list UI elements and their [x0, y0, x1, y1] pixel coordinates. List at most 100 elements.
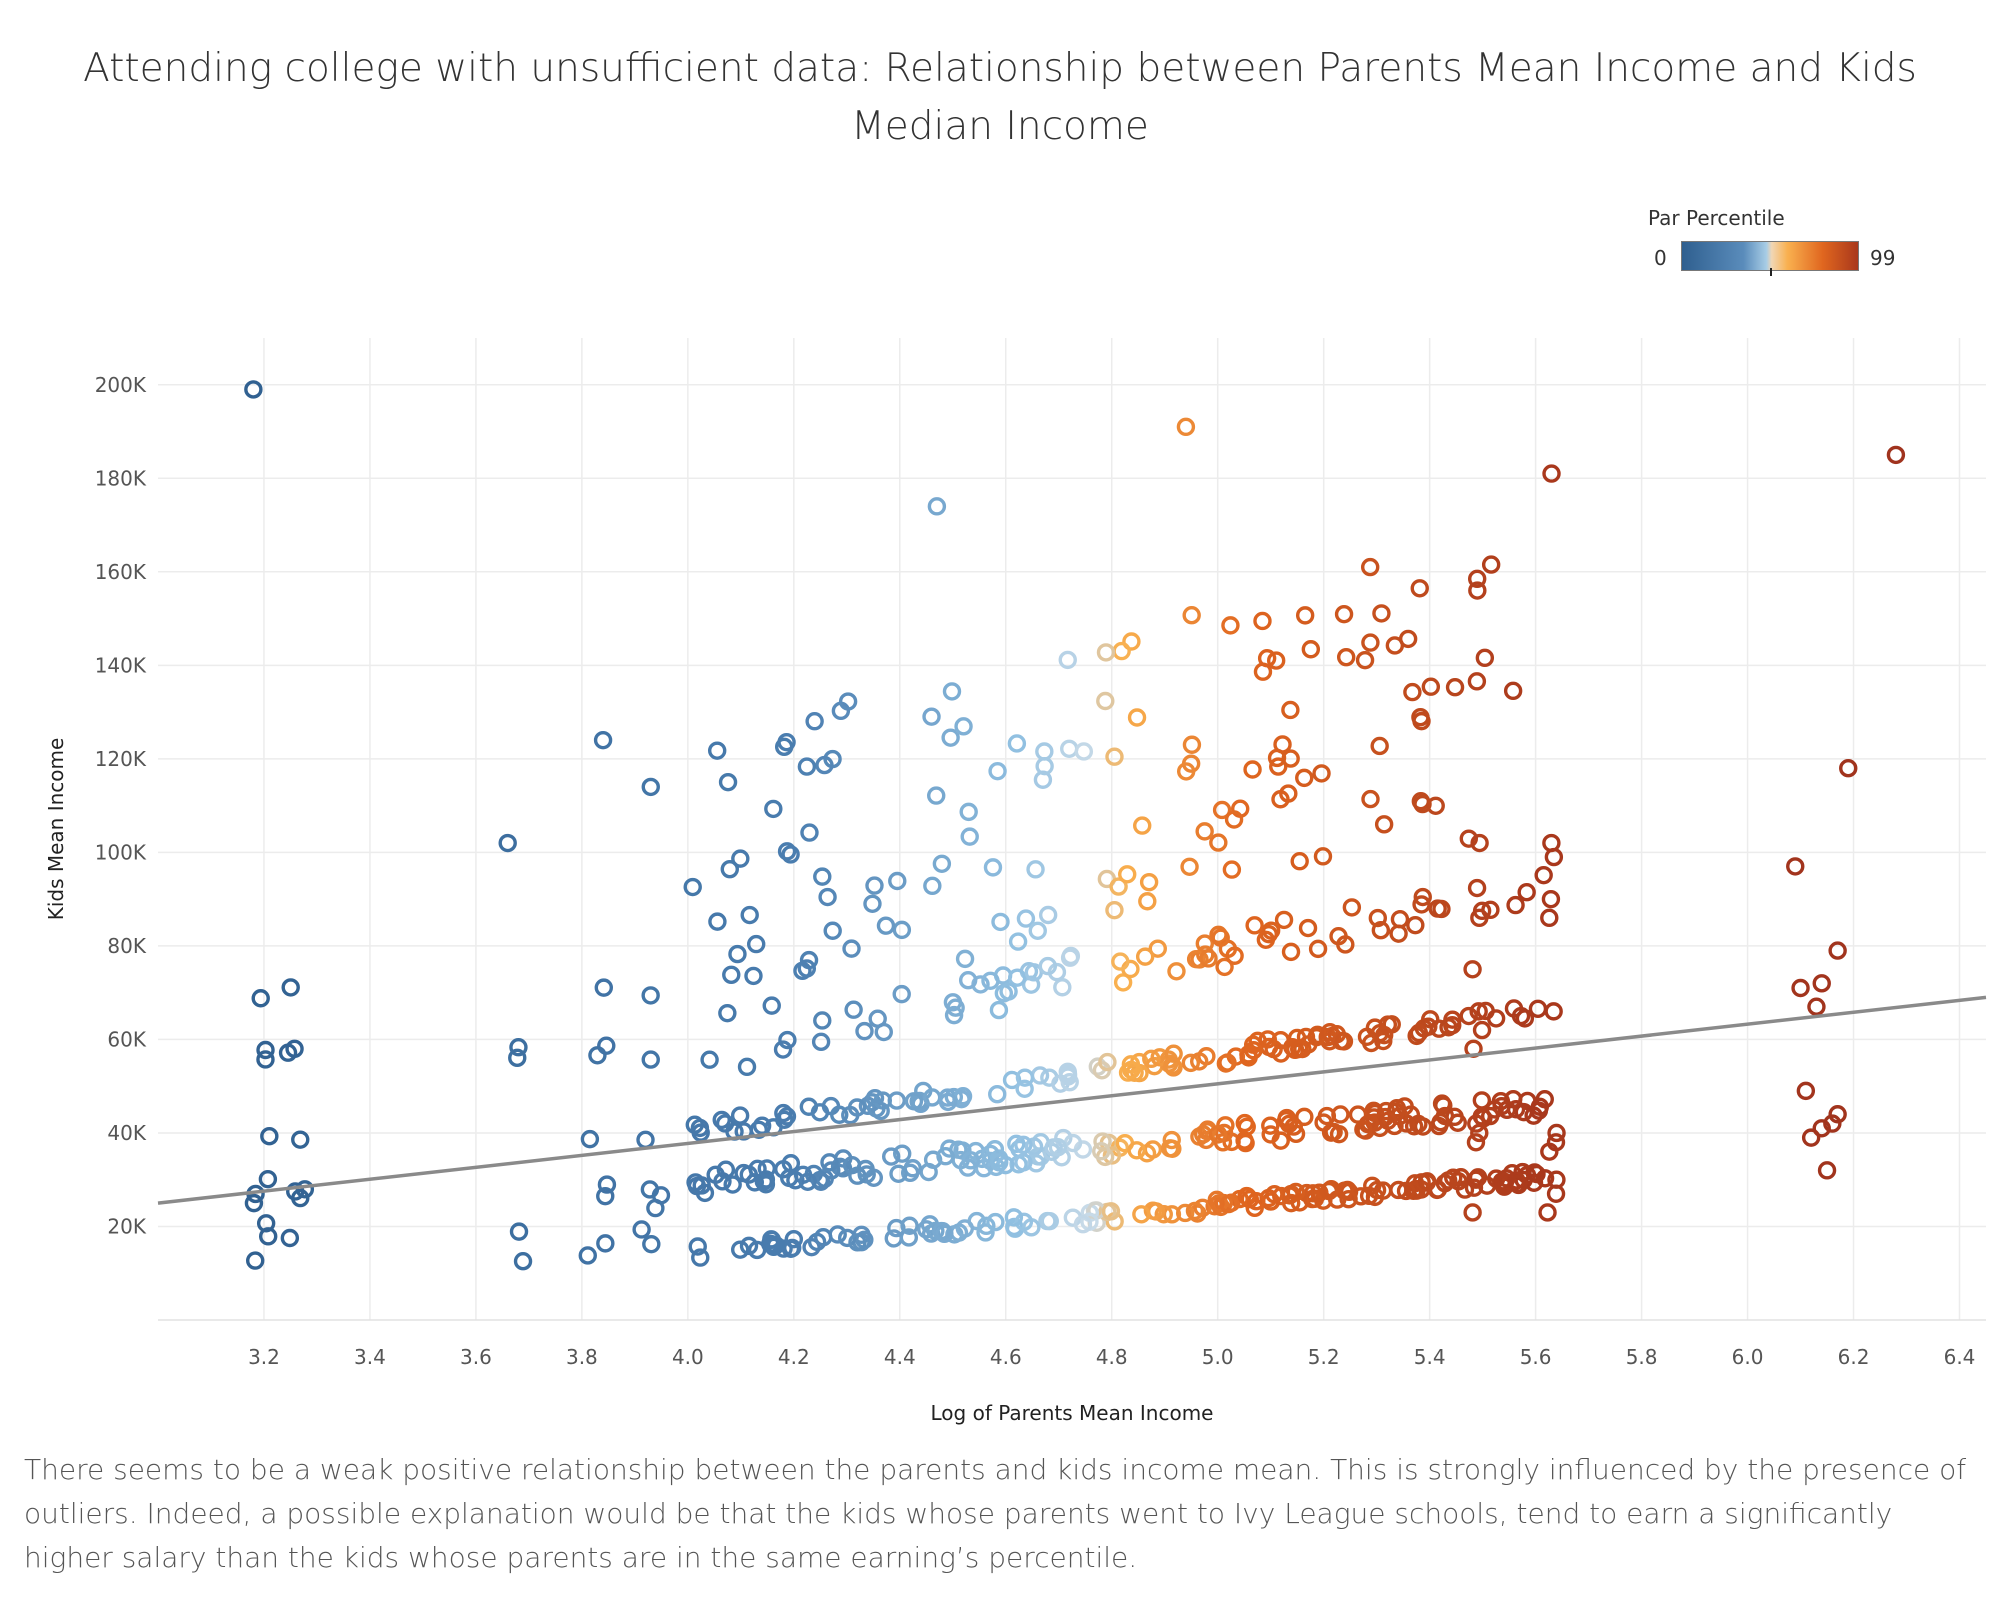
data-point [244, 380, 263, 399]
data-point [731, 849, 750, 868]
data-point [1135, 947, 1155, 966]
data-point [865, 876, 884, 895]
data-point [597, 1175, 617, 1194]
data-point [1008, 968, 1027, 987]
data-point [927, 786, 946, 805]
x-tick-label: 5.6 [1520, 1345, 1552, 1369]
data-point [1243, 760, 1262, 779]
data-point [1339, 1189, 1358, 1209]
data-point [1374, 1025, 1394, 1045]
data-point [938, 1092, 958, 1112]
data-point [1370, 736, 1389, 756]
data-point [1368, 908, 1388, 928]
x-tick-label: 4.0 [672, 1345, 704, 1369]
data-point [508, 1048, 527, 1068]
data-point [1286, 1182, 1306, 1202]
data-point [291, 1130, 310, 1149]
data-point [683, 877, 702, 897]
data-point [1439, 1171, 1458, 1190]
data-point [1162, 1130, 1181, 1150]
data-point [1058, 1065, 1078, 1084]
data-point [1112, 641, 1131, 661]
data-point [1271, 790, 1290, 809]
x-tick-label: 5.2 [1308, 1345, 1340, 1369]
data-point [961, 1151, 980, 1170]
data-point [640, 1180, 660, 1199]
data-point [936, 1147, 955, 1166]
data-point [1132, 1205, 1151, 1224]
data-point [731, 1240, 750, 1259]
data-point [797, 959, 817, 978]
data-point [1413, 887, 1432, 907]
data-point [1008, 932, 1028, 951]
data-point [935, 1224, 954, 1244]
data-point [774, 1103, 793, 1123]
data-point [1186, 949, 1206, 969]
data-point [781, 845, 800, 864]
data-point [1027, 1154, 1046, 1173]
data-point [578, 1246, 597, 1265]
data-point [954, 717, 973, 736]
data-point [773, 1040, 793, 1059]
data-point [1412, 895, 1431, 914]
data-point [1148, 939, 1167, 958]
data-point [1253, 611, 1272, 631]
data-point [691, 1248, 710, 1267]
data-point [1801, 1128, 1821, 1147]
data-point [805, 712, 824, 731]
data-point [1211, 928, 1230, 947]
data-point [1245, 916, 1264, 935]
data-point [281, 978, 300, 997]
data-point [1372, 604, 1391, 623]
y-tick-label: 20K [107, 1214, 146, 1238]
data-point [881, 1147, 901, 1166]
data-point [1470, 1123, 1489, 1143]
data-point [1035, 756, 1054, 776]
data-point [800, 823, 819, 842]
legend-min-label: 0 [1654, 246, 1667, 270]
data-point [688, 1237, 707, 1256]
data-point [1054, 1128, 1073, 1148]
data-point [1142, 1049, 1161, 1069]
data-point [1222, 860, 1242, 879]
data-point [246, 1251, 265, 1270]
data-point [941, 728, 960, 747]
data-point [1374, 815, 1394, 834]
data-point [716, 1160, 736, 1179]
data-point [1224, 810, 1244, 829]
data-point [999, 982, 1018, 1001]
data-point [943, 993, 963, 1012]
data-point [1410, 579, 1429, 598]
data-point [1361, 789, 1380, 809]
data-point [1058, 650, 1077, 670]
data-point [1216, 1054, 1236, 1073]
data-point [713, 1172, 732, 1191]
data-point [1308, 939, 1328, 959]
data-point [1459, 829, 1478, 848]
data-point [757, 1159, 777, 1178]
data-point [712, 1110, 731, 1130]
data-point [596, 1234, 615, 1253]
data-point [1301, 640, 1321, 659]
data-point [1015, 1079, 1034, 1098]
data-point [1237, 1186, 1256, 1206]
data-point [1261, 1125, 1280, 1144]
data-point [1839, 759, 1858, 778]
data-point [932, 854, 952, 873]
data-point [1360, 557, 1380, 577]
data-point [1507, 1171, 1526, 1190]
data-point [509, 1038, 528, 1057]
data-point [1088, 1057, 1108, 1076]
x-tick-label: 3.8 [566, 1345, 598, 1369]
data-point [1469, 1002, 1488, 1021]
data-point [1175, 1203, 1195, 1223]
data-point [1248, 1031, 1267, 1051]
data-point [748, 1159, 767, 1179]
data-point [720, 859, 739, 879]
data-point [1439, 1018, 1458, 1037]
data-point [1048, 1138, 1068, 1157]
data-point [1362, 1033, 1381, 1053]
data-point [855, 1021, 874, 1041]
data-point [1182, 605, 1201, 625]
scatter-plot: 20K 40K 60K 80K 100K 120K 140K 160K 180K 200K 3.2 3… [44, 338, 1987, 1425]
